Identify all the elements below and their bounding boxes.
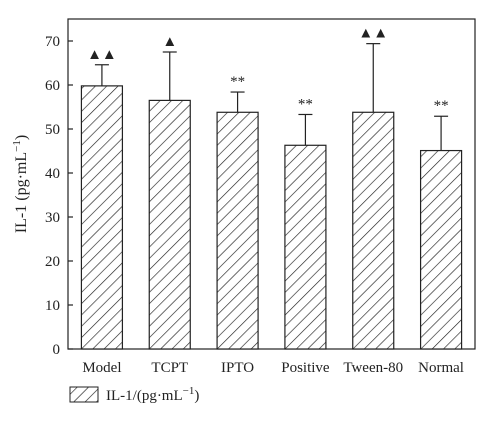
significance-marker: ▲	[162, 34, 177, 50]
y-tick-label: 70	[45, 34, 60, 50]
bar-ipto	[216, 111, 259, 350]
legend-label: IL-1/(pg·mL−1)	[106, 385, 199, 404]
significance-markers: ▲▲▲****▲▲**	[87, 26, 449, 115]
y-tick-label: 0	[53, 342, 61, 358]
y-axis-title-sup: −1	[11, 140, 23, 152]
y-axis-title: IL-1 (pg·mL−1)	[11, 135, 30, 233]
y-tick-label: 10	[45, 298, 60, 314]
bar-normal	[419, 149, 463, 350]
plot-frame	[67, 18, 476, 350]
x-tick-label: Tween-80	[343, 360, 403, 376]
x-tick-label: IPTO	[221, 360, 254, 376]
x-tick-label: Normal	[418, 360, 464, 376]
error-bars	[94, 43, 449, 151]
x-tick-label: Positive	[281, 360, 330, 376]
significance-marker: **	[434, 98, 449, 114]
legend-swatch	[69, 386, 99, 403]
legend: IL-1/(pg·mL−1)	[69, 385, 199, 404]
significance-marker: **	[298, 96, 313, 112]
significance-marker: **	[230, 74, 245, 90]
bar-positive	[284, 144, 327, 350]
x-tick-label: Model	[82, 360, 121, 376]
x-tick-label: TCPT	[151, 360, 188, 376]
y-tick-label: 50	[45, 122, 60, 138]
y-tick-label: 20	[45, 254, 60, 270]
significance-marker: ▲▲	[358, 26, 388, 42]
y-tick-label: 30	[45, 210, 60, 226]
y-tick-label: 60	[45, 78, 60, 94]
y-tick-label: 40	[45, 166, 60, 182]
significance-marker: ▲▲	[87, 47, 117, 63]
x-axis: Model TCPT IPTO Positive Tween-80 Normal	[82, 344, 464, 376]
bar-series	[80, 85, 463, 350]
bar-tween-80	[352, 111, 395, 350]
bar-tcpt	[148, 99, 191, 350]
y-axis: 0 10 20 30 40 50 60 70	[45, 34, 73, 358]
plot-area	[67, 18, 476, 350]
bar-model	[80, 85, 124, 350]
y-axis-title-main: IL-1 (pg·mL	[13, 152, 30, 233]
